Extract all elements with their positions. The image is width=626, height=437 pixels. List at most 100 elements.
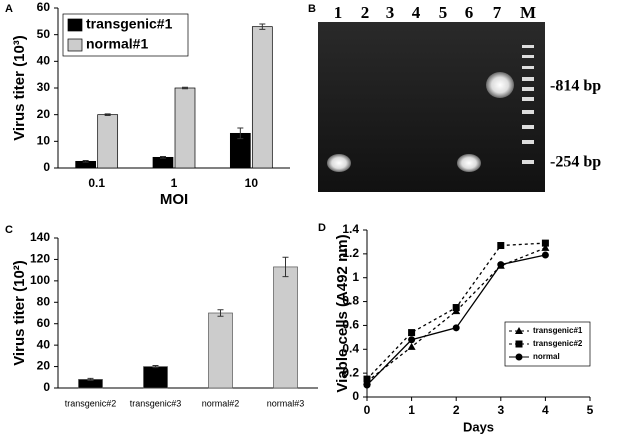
x-tick-label: 3 (497, 403, 504, 417)
x-tick-label: 1 (408, 403, 415, 417)
lane-label: 2 (361, 3, 370, 22)
marker (408, 336, 416, 344)
x-tick-label: transgenic#3 (130, 398, 182, 408)
bar (273, 266, 298, 389)
lane-label: 7 (493, 3, 502, 22)
y-axis-label: Virus titer (10³) (11, 35, 28, 141)
y-axis-label: Viable cells (A492 nm) (334, 234, 351, 392)
bar (174, 87, 196, 169)
x-axis-label: MOI (160, 191, 188, 208)
marker (407, 342, 416, 350)
gel-panel: B 1 2 3 4 5 6 7 M -814 bp -254 bp (308, 3, 601, 192)
y-tick-label: 140 (30, 230, 50, 244)
legend-label: normal (533, 352, 560, 361)
y-tick-label: 0.6 (342, 318, 359, 332)
lane-label: 4 (412, 3, 421, 22)
marker (515, 340, 523, 348)
lane-label: 6 (465, 3, 474, 22)
gel-image (318, 22, 545, 192)
legend-label: transgenic#2 (533, 339, 583, 348)
marker (363, 375, 371, 383)
marker (541, 251, 549, 259)
error-bar (152, 365, 159, 369)
lane-label: 1 (334, 3, 343, 22)
y-tick-label: 1.4 (342, 222, 359, 236)
y-axis-label: Virus titer (10²) (11, 260, 28, 366)
y-tick-label: 0.4 (342, 341, 359, 355)
marker (452, 304, 460, 312)
y-tick-label: 100 (30, 273, 50, 287)
legend-swatch (67, 38, 83, 52)
x-tick-label: 4 (542, 403, 549, 417)
error-bar (237, 127, 244, 140)
bar (143, 366, 168, 389)
y-tick-label: 20 (37, 359, 51, 373)
legend-swatch (67, 18, 83, 32)
y-tick-label: 0 (43, 160, 50, 174)
y-tick-label: 0.2 (342, 365, 359, 379)
y-tick-label: 80 (37, 294, 51, 308)
x-tick-label: 2 (453, 403, 460, 417)
size-marker: -814 bp (550, 78, 601, 95)
marker (541, 243, 550, 251)
error-bar (87, 377, 94, 381)
x-tick-label: 5 (587, 403, 594, 417)
legend-label: transgenic#1 (86, 16, 173, 32)
y-tick-label: 20 (37, 107, 51, 121)
error-bar (282, 256, 289, 278)
y-tick-label: 30 (37, 80, 51, 94)
error-bar (82, 160, 89, 163)
bar (152, 156, 174, 169)
y-tick-label: 1 (352, 270, 359, 284)
marker (363, 381, 371, 389)
x-tick-label: 0.1 (88, 176, 105, 190)
error-bar (217, 309, 224, 317)
ladder (522, 45, 534, 164)
marker (497, 242, 505, 250)
error-bar (182, 86, 188, 90)
gel-band (486, 72, 514, 98)
panel-label: D (318, 222, 326, 234)
x-tick-label: 0 (364, 403, 371, 417)
panel-label: C (5, 224, 13, 236)
bar (97, 114, 119, 169)
x-tick-label: 10 (245, 176, 259, 190)
y-tick-label: 0 (352, 389, 359, 403)
size-marker: -254 bp (550, 154, 601, 171)
x-tick-label: 1 (171, 176, 178, 190)
legend (62, 13, 189, 57)
panel-label: B (308, 3, 316, 15)
y-tick-label: 50 (37, 27, 51, 41)
bar (208, 312, 233, 389)
error-bar (160, 156, 166, 159)
y-tick-label: 60 (37, 316, 51, 330)
marker (408, 329, 416, 337)
legend-label: normal#1 (86, 36, 148, 52)
y-tick-label: 40 (37, 54, 51, 68)
y-tick-label: 40 (37, 337, 51, 351)
lane-label: M (520, 3, 536, 22)
marker (452, 324, 460, 332)
lane-label: 3 (386, 3, 395, 22)
y-tick-label: 60 (37, 0, 51, 14)
gel-band (327, 154, 351, 172)
gel-band (457, 154, 481, 172)
x-tick-label: normal#3 (267, 398, 305, 408)
bar (251, 26, 273, 169)
y-tick-label: 0.8 (342, 294, 359, 308)
y-tick-label: 10 (37, 134, 51, 148)
marker (515, 327, 523, 334)
line (366, 247, 546, 383)
lane-label: 5 (439, 3, 448, 22)
y-tick-label: 120 (30, 252, 50, 266)
y-tick-label: 1.2 (342, 246, 359, 260)
marker (515, 353, 523, 361)
marker (497, 261, 505, 269)
error-bar (259, 23, 266, 30)
legend-label: transgenic#1 (533, 326, 583, 335)
y-tick-label: 0 (43, 380, 50, 394)
x-axis-label: Days (463, 419, 494, 434)
panel-label: A (5, 3, 13, 15)
marker (541, 239, 549, 247)
